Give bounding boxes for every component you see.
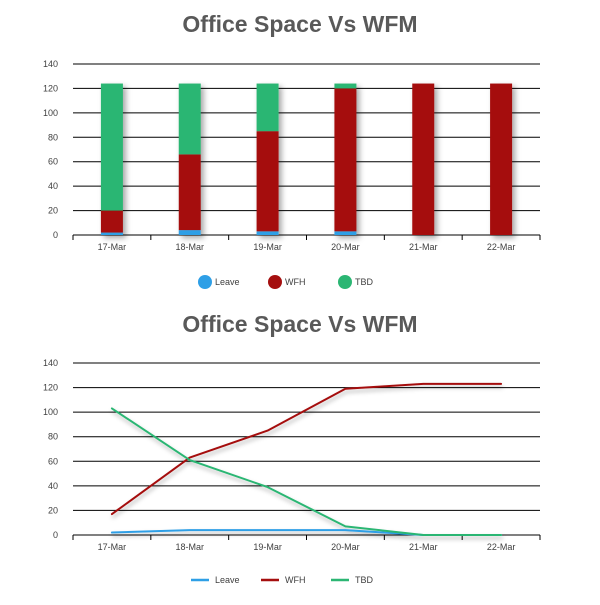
x-tick-label: 17-Mar [98,542,127,552]
legend-swatch [268,275,282,289]
x-tick-label: 19-Mar [253,542,282,552]
legend-item-leave: Leave [198,275,240,289]
y-tick-label: 100 [43,108,58,118]
legend-label: WFH [285,575,306,585]
legend-label: Leave [215,575,240,585]
y-tick-label: 80 [48,132,58,142]
legend-item-wfh: WFH [261,575,306,585]
y-tick-label: 0 [53,230,58,240]
x-tick-label: 21-Mar [409,242,438,252]
chart-title: Office Space Vs WFM [182,311,417,337]
legend-item-tbd: TBD [331,575,374,585]
y-tick-label: 120 [43,83,58,93]
bar-tbd-19-mar [256,83,279,132]
y-tick-label: 140 [43,358,58,368]
legend-label: TBD [355,277,374,287]
y-tick-label: 120 [43,383,58,393]
bar-tbd-20-mar [334,83,357,89]
x-tick-label: 20-Mar [331,542,360,552]
x-tick-label: 18-Mar [175,242,204,252]
bar-tbd-17-mar [100,83,123,211]
y-tick-label: 20 [48,206,58,216]
y-tick-label: 0 [53,530,58,540]
bar-tbd-18-mar [178,83,201,155]
legend-item-tbd: TBD [338,275,374,289]
y-tick-label: 80 [48,432,58,442]
legend-item-wfh: WFH [268,275,306,289]
y-tick-label: 40 [48,181,58,191]
x-tick-label: 19-Mar [253,242,282,252]
bar-group [100,83,513,236]
x-tick-label: 20-Mar [331,242,360,252]
chart-title: Office Space Vs WFM [182,11,417,37]
line-group [110,382,503,536]
x-tick-label: 21-Mar [409,542,438,552]
legend-swatch [338,275,352,289]
y-tick-label: 140 [43,59,58,69]
bar-leave-17-mar [100,232,123,235]
bar-wfh-18-mar [178,154,201,231]
y-tick-label: 100 [43,407,58,417]
y-tick-label: 60 [48,157,58,167]
series-line-tbd [110,407,503,536]
y-tick-label: 60 [48,456,58,466]
stacked-bar-chart: Office Space Vs WFM 0 20 40 60 80 100 120 140 17… [43,11,541,289]
bar-wfh-21-mar [412,83,435,236]
legend-label: TBD [355,575,374,585]
bar-wfh-20-mar [334,88,357,232]
x-tick-label: 17-Mar [98,242,127,252]
y-tick-label: 20 [48,505,58,515]
x-tick-label: 18-Mar [175,542,204,552]
bar-wfh-19-mar [256,131,279,232]
legend-swatch [198,275,212,289]
y-tick-label: 40 [48,481,58,491]
x-tick-label: 22-Mar [487,242,516,252]
bar-wfh-17-mar [100,210,123,233]
legend-label: Leave [215,277,240,287]
bar-leave-18-mar [178,230,201,235]
bar-wfh-22-mar [490,83,513,236]
bar-leave-19-mar [256,231,279,235]
legend-label: WFH [285,277,306,287]
line-chart: Office Space Vs WFM 0 20 40 60 80 100 120 140 17… [43,311,541,585]
series-line-wfh [110,382,503,516]
x-tick-label: 22-Mar [487,542,516,552]
bar-leave-20-mar [334,231,357,235]
legend-item-leave: Leave [191,575,240,585]
